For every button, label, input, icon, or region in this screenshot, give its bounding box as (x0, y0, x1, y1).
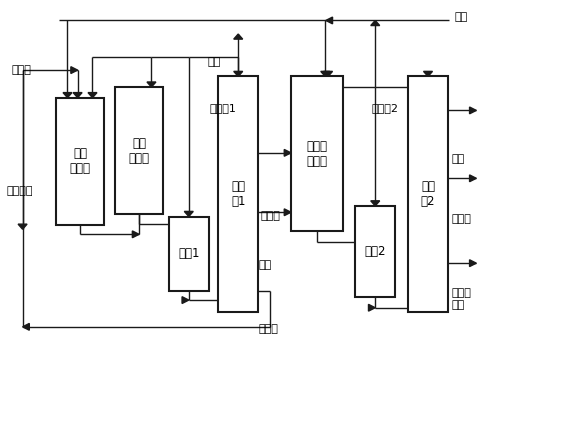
Bar (291, 77, 343, 231)
Polygon shape (469, 175, 476, 182)
Text: 第二段
反应区: 第二段 反应区 (307, 140, 327, 168)
Text: 原料油: 原料油 (11, 65, 31, 75)
Polygon shape (88, 93, 97, 98)
Polygon shape (234, 307, 243, 312)
Text: 分馏
塔1: 分馏 塔1 (231, 180, 245, 208)
Bar (56, 98, 104, 225)
Polygon shape (182, 297, 189, 304)
Polygon shape (324, 71, 332, 77)
Polygon shape (368, 304, 375, 311)
Text: 石脑油: 石脑油 (452, 213, 472, 223)
Text: 循环气1: 循环气1 (209, 103, 236, 113)
Text: 循环油: 循环油 (258, 324, 278, 334)
Polygon shape (18, 224, 27, 229)
Polygon shape (22, 323, 29, 330)
Text: 气体: 气体 (452, 154, 465, 164)
Text: 高温
反应区: 高温 反应区 (128, 137, 150, 165)
Polygon shape (423, 307, 433, 312)
Polygon shape (63, 93, 72, 98)
Text: 高分1: 高分1 (178, 247, 199, 260)
Text: 分馏
塔2: 分馏 塔2 (421, 180, 435, 208)
Polygon shape (326, 17, 332, 24)
Polygon shape (185, 211, 193, 216)
Polygon shape (73, 93, 82, 98)
Text: 气体: 气体 (208, 57, 221, 67)
Text: 低温
反应区: 低温 反应区 (70, 147, 91, 175)
Polygon shape (371, 201, 380, 206)
Bar (408, 77, 448, 312)
Polygon shape (371, 20, 380, 26)
Text: 石脑油: 石脑油 (260, 211, 280, 222)
Polygon shape (234, 34, 243, 39)
Bar (355, 206, 395, 297)
Bar (168, 216, 209, 291)
Polygon shape (71, 67, 77, 74)
Polygon shape (423, 71, 433, 77)
Polygon shape (135, 209, 144, 214)
Text: 新氢: 新氢 (455, 12, 468, 22)
Polygon shape (182, 220, 189, 227)
Bar (218, 77, 258, 312)
Polygon shape (368, 239, 375, 246)
Polygon shape (321, 71, 329, 77)
Text: 循环气2: 循环气2 (372, 103, 399, 113)
Polygon shape (469, 107, 476, 114)
Polygon shape (469, 260, 476, 267)
Text: 含硫物质: 含硫物质 (7, 186, 33, 196)
Text: 柴油: 柴油 (258, 260, 272, 270)
Polygon shape (284, 149, 291, 156)
Polygon shape (284, 209, 291, 216)
Polygon shape (147, 82, 156, 87)
Text: 高分2: 高分2 (364, 245, 386, 258)
Polygon shape (132, 231, 139, 238)
Polygon shape (234, 71, 243, 77)
Bar (115, 87, 163, 214)
Text: 低凝点
柴油: 低凝点 柴油 (452, 288, 472, 310)
